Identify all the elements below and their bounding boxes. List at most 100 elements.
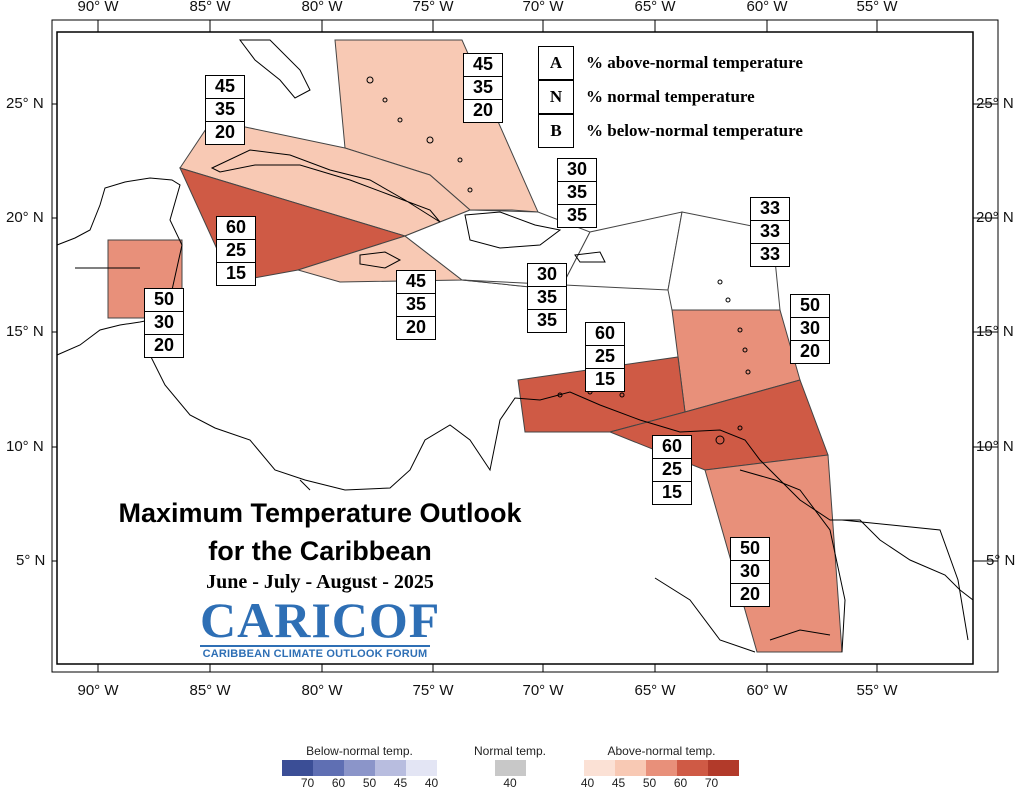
key-letter: N xyxy=(538,80,574,114)
key-text: % normal temperature xyxy=(586,87,755,106)
lon-label: 70° W xyxy=(522,682,564,699)
prob-above: 30 xyxy=(528,264,566,287)
lon-label: 90° W xyxy=(77,682,119,699)
lat-label: 5° N xyxy=(986,552,1016,569)
lon-label: 70° W xyxy=(522,0,564,15)
legend-swatches xyxy=(282,760,437,776)
lon-label: 75° W xyxy=(412,682,454,699)
legend-tick-label: 45 xyxy=(611,776,626,790)
legend-swatch xyxy=(313,760,344,776)
prob-normal: 25 xyxy=(653,459,691,482)
legend-swatch xyxy=(646,760,677,776)
prob-below: 15 xyxy=(661,482,683,502)
legend-tick-label: 70 xyxy=(704,776,719,790)
lon-label: 85° W xyxy=(189,682,231,699)
lon-label: 90° W xyxy=(77,0,119,15)
prob-box-cuba: 45 35 20 xyxy=(205,75,245,145)
legend-title: Normal temp. xyxy=(473,744,547,758)
legend-swatches xyxy=(584,760,739,776)
prob-below: 20 xyxy=(214,122,236,142)
map-subtitle: June - July - August - 2025 xyxy=(206,571,434,593)
prob-box-abc-islands: 60 25 15 xyxy=(585,322,625,392)
legend-tick-label: 40 xyxy=(424,776,439,790)
lat-label: 25° N xyxy=(6,95,44,112)
lat-label: 10° N xyxy=(6,438,44,455)
lon-label: 85° W xyxy=(189,0,231,15)
key-row-above: A % above-normal temperature xyxy=(538,46,803,80)
key-row-below: B % below-normal temperature xyxy=(538,114,803,148)
prob-normal: 25 xyxy=(217,240,255,263)
prob-box-south-jamaica: 45 35 20 xyxy=(396,270,436,340)
prob-below: 20 xyxy=(472,100,494,120)
lat-label: 25° N xyxy=(976,95,1014,112)
legend-swatch xyxy=(494,760,526,776)
logo-subtitle: CARIBBEAN CLIMATE OUTLOOK FORUM xyxy=(200,645,430,660)
legend-title: Above-normal temp. xyxy=(607,744,716,758)
lon-label: 65° W xyxy=(634,682,676,699)
prob-below: 35 xyxy=(566,205,588,225)
prob-below: 15 xyxy=(594,369,616,389)
prob-box-guianas: 50 30 20 xyxy=(730,537,770,607)
legend-below: Below-normal temp. 70 60 50 45 40 xyxy=(282,744,438,790)
prob-below: 20 xyxy=(405,317,427,337)
prob-normal: 33 xyxy=(751,221,789,244)
lat-label: 10° N xyxy=(976,438,1014,455)
island-dots xyxy=(366,76,751,445)
legend-tick-label: 45 xyxy=(393,776,408,790)
lon-label: 80° W xyxy=(301,682,343,699)
legend-normal: Normal temp. 40 xyxy=(470,744,550,790)
lon-label: 75° W xyxy=(412,0,454,15)
legend-swatch xyxy=(375,760,406,776)
axis-ticks xyxy=(52,20,998,672)
prob-below: 20 xyxy=(739,584,761,604)
prob-above: 60 xyxy=(217,217,255,240)
prob-box-bahamas: 45 35 20 xyxy=(463,53,503,123)
legend-swatch xyxy=(677,760,708,776)
prob-normal: 25 xyxy=(586,346,624,369)
prob-box-puerto-rico: 30 35 35 xyxy=(527,263,567,333)
legend-ticks: 40 xyxy=(470,776,550,790)
prob-normal: 30 xyxy=(145,312,183,335)
prob-normal: 35 xyxy=(206,99,244,122)
lat-label: 20° N xyxy=(6,209,44,226)
lat-label: 5° N xyxy=(16,552,46,569)
legend-swatches xyxy=(470,760,550,776)
prob-below: 20 xyxy=(153,335,175,355)
prob-normal: 35 xyxy=(558,182,596,205)
prob-box-hispaniola: 30 35 35 xyxy=(557,158,597,228)
coastlines xyxy=(56,39,974,653)
legend-tick-label: 60 xyxy=(331,776,346,790)
prob-box-belize: 50 30 20 xyxy=(144,288,184,358)
lon-label: 65° W xyxy=(634,0,676,15)
prob-above: 33 xyxy=(751,198,789,221)
lat-label: 15° N xyxy=(6,323,44,340)
lon-label: 60° W xyxy=(746,0,788,15)
legend-swatch xyxy=(708,760,739,776)
legend-swatch xyxy=(282,760,313,776)
prob-above: 60 xyxy=(586,323,624,346)
key-letter: A xyxy=(538,46,574,80)
prob-above: 45 xyxy=(464,54,502,77)
key-letter: B xyxy=(538,114,574,148)
prob-above: 45 xyxy=(397,271,435,294)
legend-swatch xyxy=(344,760,375,776)
lon-label: 80° W xyxy=(301,0,343,15)
lon-label: 55° W xyxy=(856,682,898,699)
map-title-line1: Maximum Temperature Outlook xyxy=(118,498,522,528)
lat-label: 20° N xyxy=(976,209,1014,226)
logo-wordmark: CARICOF xyxy=(200,592,441,648)
key-text: % below-normal temperature xyxy=(586,121,803,140)
prob-below: 35 xyxy=(536,310,558,330)
prob-normal: 35 xyxy=(528,287,566,310)
prob-above: 50 xyxy=(791,295,829,318)
lat-label: 15° N xyxy=(976,323,1014,340)
legend-ticks: 70 60 50 45 40 xyxy=(282,776,438,790)
prob-box-trinidad: 60 25 15 xyxy=(652,435,692,505)
prob-box-northern-leewards: 33 33 33 xyxy=(750,197,790,267)
probability-key: A % above-normal temperature N % normal … xyxy=(538,46,803,148)
prob-box-windwards: 50 30 20 xyxy=(790,294,830,364)
legend-title: Below-normal temp. xyxy=(306,744,413,758)
prob-above: 60 xyxy=(653,436,691,459)
prob-normal: 35 xyxy=(397,294,435,317)
